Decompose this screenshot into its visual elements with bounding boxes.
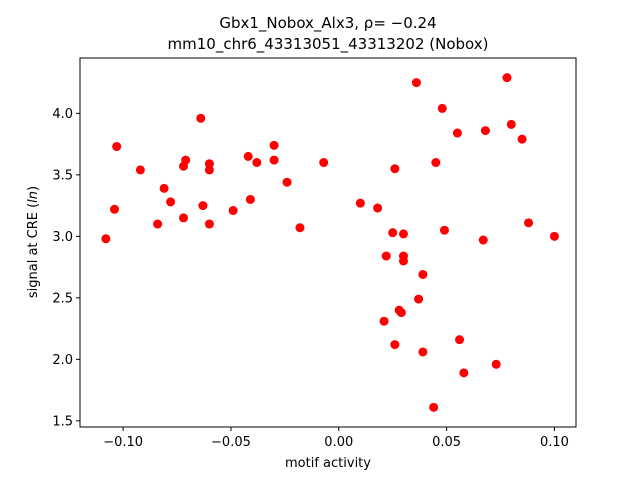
- data-point: [517, 134, 527, 144]
- chart-title-line1: Gbx1_Nobox_Alx3, ρ= −0.24: [219, 14, 436, 33]
- data-point: [355, 198, 365, 208]
- data-point: [549, 231, 559, 241]
- data-point: [135, 165, 145, 175]
- y-axis-ticks: 1.5 2.0 2.5 3.0 3.5 4.0: [52, 107, 80, 429]
- y-tick-label: 2.0: [52, 353, 73, 368]
- data-point: [381, 251, 391, 261]
- data-point: [431, 158, 441, 168]
- data-point: [373, 203, 383, 213]
- data-point: [502, 73, 512, 83]
- x-tick-label: 0.05: [432, 435, 461, 450]
- data-point: [396, 308, 406, 318]
- data-point: [153, 219, 163, 229]
- y-tick-label: 3.0: [52, 230, 73, 245]
- data-point: [166, 197, 176, 207]
- data-point: [437, 103, 447, 113]
- data-point: [398, 256, 408, 266]
- data-point: [228, 206, 238, 216]
- data-point: [480, 126, 490, 136]
- data-point: [181, 155, 191, 165]
- data-point: [398, 229, 408, 239]
- data-points: [101, 73, 559, 412]
- data-point: [388, 228, 398, 238]
- x-tick-label: 0.10: [540, 435, 569, 450]
- y-tick-label: 1.5: [52, 414, 73, 429]
- data-point: [245, 194, 255, 204]
- data-point: [491, 359, 501, 369]
- data-point: [459, 368, 469, 378]
- data-point: [204, 165, 214, 175]
- data-point: [524, 218, 534, 228]
- data-point: [243, 151, 253, 161]
- data-point: [452, 128, 462, 138]
- data-point: [379, 316, 389, 326]
- data-point: [282, 177, 292, 187]
- x-axis-ticks: −0.10 −0.05 0.00 0.05 0.10: [103, 427, 569, 450]
- data-point: [418, 347, 428, 357]
- data-point: [101, 234, 111, 244]
- data-point: [269, 155, 279, 165]
- plot-frame: [79, 57, 577, 428]
- data-point: [110, 204, 120, 214]
- data-point: [429, 402, 439, 412]
- data-point: [506, 119, 516, 129]
- data-point: [390, 164, 400, 174]
- data-point: [418, 269, 428, 279]
- data-point: [196, 113, 206, 123]
- chart-title-line2: mm10_chr6_43313051_43313202 (Nobox): [168, 35, 489, 54]
- data-point: [478, 235, 488, 245]
- data-point: [455, 335, 465, 345]
- x-tick-label: 0.00: [324, 435, 353, 450]
- data-point: [204, 159, 214, 169]
- data-point: [414, 294, 424, 304]
- data-point: [112, 142, 122, 152]
- data-point: [411, 78, 421, 88]
- data-point: [390, 340, 400, 350]
- data-point: [269, 140, 279, 150]
- x-tick-label: −0.05: [211, 435, 251, 450]
- data-point: [159, 183, 169, 193]
- data-point: [204, 219, 214, 229]
- data-point: [439, 225, 449, 235]
- y-tick-label: 3.5: [52, 168, 73, 183]
- y-axis-label: signal at CRE (ln): [26, 186, 41, 298]
- x-tick-label: −0.10: [103, 435, 143, 450]
- y-tick-label: 2.5: [52, 291, 73, 306]
- x-axis-label: motif activity: [285, 456, 371, 471]
- data-point: [198, 201, 208, 211]
- data-point: [295, 223, 305, 233]
- data-point: [179, 213, 189, 223]
- data-point: [252, 158, 262, 168]
- y-tick-label: 4.0: [52, 107, 73, 122]
- data-point: [319, 158, 329, 168]
